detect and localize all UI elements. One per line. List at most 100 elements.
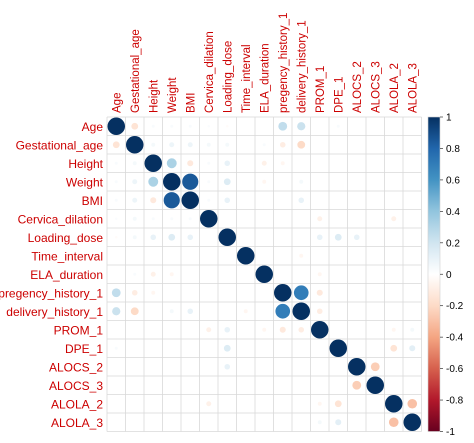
row-label-loading-dose: Loading_dose [28, 231, 104, 245]
corr-circle-weight-delivery-history-1 [299, 179, 304, 184]
corr-circle-loading-dose-height [150, 234, 157, 241]
row-label-ela-duration: ELA_duration [30, 268, 103, 282]
corr-circle-alola-3-prom-1 [317, 420, 322, 425]
corr-circle-alola-2-cervica-dilation [206, 401, 212, 407]
row-label-alola-2: ALOLA_2 [51, 397, 103, 411]
corr-circle-alocs-3-alocs-2 [352, 380, 362, 390]
corr-circle-bmi-height [150, 197, 157, 204]
corr-circle-loading-dose-alocs-2 [353, 234, 360, 241]
corr-circle-height-age [114, 161, 118, 165]
corr-circle-prom-1-ela-duration [262, 327, 267, 332]
corr-circle-alola-2-dpe-1 [334, 400, 342, 408]
corr-circle-height-cervica-dilation [207, 161, 211, 165]
corr-circle-weight-height [148, 176, 159, 187]
corr-circle-weight-age [114, 180, 118, 184]
row-label-height: Height [68, 157, 103, 171]
legend-tick-label: 0.6 [446, 175, 460, 186]
corr-circle-ela-duration-weight [169, 272, 174, 277]
col-label-cervica-dilation: Cervica_dilation [204, 31, 216, 113]
circle-layer [107, 117, 421, 431]
row-label-age: Age [82, 120, 104, 134]
row-label-pregency-history-1: pregency_history_1 [0, 286, 103, 300]
corr-circle-age-bmi [188, 124, 192, 128]
row-label-weight: Weight [66, 175, 104, 189]
col-label-prom-1: PROM_1 [315, 66, 327, 113]
col-label-time-interval: Time_interval [241, 44, 253, 113]
corr-circle-weight-gestational-age [132, 179, 138, 185]
corr-circle-cervica-dilation-height [151, 217, 155, 221]
corr-circle-height-gestational-age [132, 161, 137, 166]
legend-tick-label: 0.8 [446, 144, 460, 155]
legend-tick-label: 1 [446, 113, 452, 124]
corr-circle-age-dpe-1 [336, 124, 340, 128]
corr-circle-alola-2-alola-3 [407, 398, 418, 409]
legend-tick-label: -0.8 [446, 396, 464, 407]
corr-circle-gestational-age-age [112, 141, 120, 149]
legend-tick-label: 0 [446, 270, 452, 281]
corr-circle-cervica-dilation-gestational-age [132, 216, 137, 221]
corr-circle-dpe-1-alola-2 [390, 344, 398, 352]
legend-tick-label: -0.4 [446, 333, 464, 344]
corr-circle-ela-duration-gestational-age [133, 272, 137, 276]
corr-circle-prom-1-prom-1 [311, 321, 329, 339]
row-label-alocs-2: ALOCS_2 [49, 360, 103, 374]
col-label-pregency-history-1: pregency_history_1 [278, 13, 290, 113]
corr-circle-bmi-delivery-history-1 [298, 197, 305, 204]
corr-circle-age-gestational-age [131, 122, 139, 130]
legend-colorbar [427, 116, 441, 432]
col-label-bmi: BMI [185, 93, 197, 113]
color-legend: 1 0.8 0.6 0.4 0.2 0 -0.2 -0.4 -0.6 -0.8 -1 [427, 113, 464, 438]
corr-circle-pregency-history-1-delivery-history-1 [293, 285, 309, 301]
corr-circle-prom-1-loading-dose [224, 326, 231, 333]
row-label-alola-3: ALOLA_3 [51, 416, 103, 430]
corr-circle-prom-1-delivery-history-1 [298, 326, 305, 333]
row-label-prom-1: PROM_1 [54, 323, 104, 337]
row-label-gestational-age: Gestational_age [16, 138, 104, 152]
corr-circle-dpe-1-dpe-1 [329, 339, 347, 357]
corr-circle-age-weight [170, 124, 174, 128]
corr-circle-alola-3-alola-3 [403, 413, 421, 431]
corr-circle-age-age [107, 117, 125, 135]
corr-circle-cervica-dilation-prom-1 [317, 216, 323, 222]
row-label-time-interval: Time_interval [31, 249, 103, 263]
col-label-dpe-1: DPE_1 [333, 77, 345, 113]
corr-circle-pregency-history-1-prom-1 [316, 289, 323, 296]
column-labels: Age Gestational_age Height Weight BMI Cervica… [111, 13, 419, 113]
corr-circle-gestational-age-loading-dose [225, 142, 230, 147]
col-label-age: Age [111, 93, 123, 113]
corr-circle-bmi-age [114, 198, 118, 202]
corr-circle-dpe-1-alola-3 [409, 345, 416, 352]
corr-circle-age-cervica-dilation [207, 125, 210, 128]
corr-circle-height-weight [166, 158, 177, 169]
corr-circle-gestational-age-pregency-history-1 [279, 141, 286, 148]
corr-circle-gestational-age-weight [169, 142, 175, 148]
corr-circle-delivery-history-1-time-interval [243, 309, 248, 314]
corr-circle-alola-2-alola-2 [385, 395, 403, 413]
corr-circle-gestational-age-bmi [187, 142, 193, 148]
corr-circle-cervica-dilation-weight [170, 217, 174, 221]
corr-circle-time-interval-time-interval [237, 247, 255, 265]
corr-circle-pregency-history-1-height [151, 290, 156, 295]
corr-circle-cervica-dilation-age [115, 217, 118, 220]
corr-circle-delivery-history-1-gestational-age [130, 307, 139, 316]
corr-circle-dpe-1-age [114, 346, 118, 350]
corr-circle-gestational-age-delivery-history-1 [297, 140, 306, 149]
corr-circle-time-interval-delivery-history-1 [299, 253, 304, 258]
corr-circle-alola-2-prom-1 [317, 401, 322, 406]
row-label-alocs-3: ALOCS_3 [49, 379, 103, 393]
corr-circle-height-height [144, 154, 162, 172]
corr-circle-loading-dose-weight [168, 233, 176, 241]
corr-circle-alocs-3-alocs-3 [366, 376, 384, 394]
corr-circle-cervica-dilation-alola-2 [391, 216, 397, 222]
corr-circle-height-ela-duration [261, 160, 267, 166]
corr-circle-age-delivery-history-1 [297, 122, 306, 131]
corr-circle-prom-1-alola-2 [391, 327, 396, 332]
corr-circle-gestational-age-gestational-age [126, 136, 144, 154]
col-label-loading-dose: Loading_dose [222, 41, 234, 113]
corr-circle-height-bmi [187, 160, 194, 167]
corr-circle-delivery-history-1-age [112, 307, 121, 316]
corr-circle-bmi-gestational-age [132, 197, 138, 203]
col-label-height: Height [148, 79, 160, 113]
corr-circle-age-height [151, 124, 155, 128]
